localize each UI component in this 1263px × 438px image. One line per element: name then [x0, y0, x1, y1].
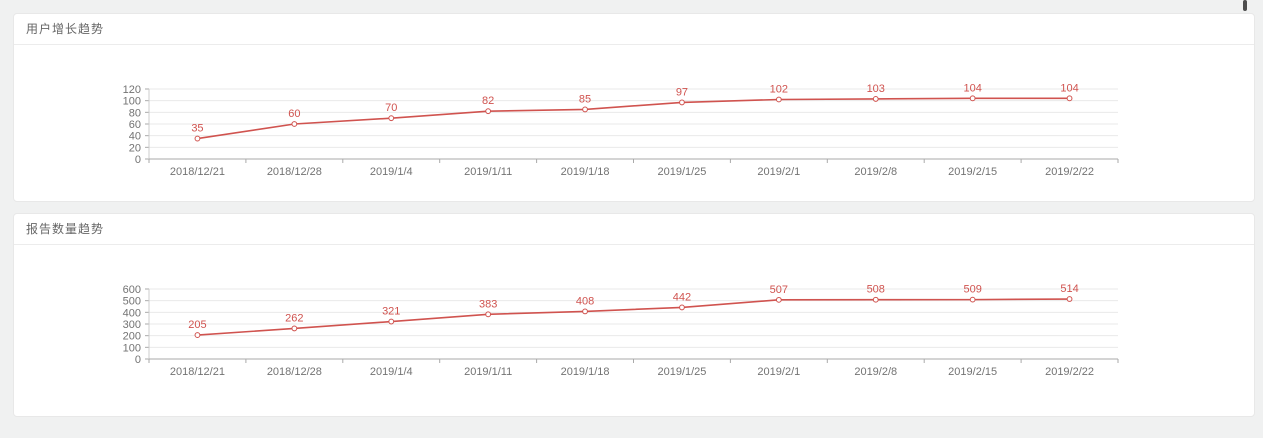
data-point	[291, 325, 298, 332]
data-label: 60	[288, 108, 300, 120]
y-tick-label: 0	[135, 154, 141, 166]
x-tick-label: 2018/12/21	[170, 166, 225, 178]
data-point	[1066, 95, 1073, 102]
data-label: 70	[385, 102, 397, 114]
report-count-card-title: 报告数量趋势	[14, 214, 1254, 245]
data-label: 35	[191, 123, 203, 135]
x-tick-label: 2019/1/11	[464, 366, 512, 378]
data-point	[194, 332, 201, 338]
data-label: 321	[382, 306, 400, 318]
data-label: 383	[479, 298, 497, 310]
data-label: 514	[1060, 283, 1078, 295]
y-tick-label: 80	[129, 107, 141, 119]
y-tick-label: 20	[129, 142, 141, 154]
data-point	[485, 108, 492, 115]
data-label: 102	[770, 84, 788, 96]
data-point	[969, 296, 976, 303]
x-tick-label: 2019/2/22	[1045, 366, 1094, 378]
data-label: 508	[867, 284, 885, 296]
x-tick-label: 2018/12/21	[170, 366, 225, 378]
data-label: 262	[285, 312, 303, 324]
y-tick-label: 100	[123, 96, 141, 108]
x-tick-label: 2019/1/11	[464, 166, 512, 178]
x-tick-label: 2019/1/4	[370, 366, 413, 378]
data-point	[775, 296, 782, 303]
data-point	[485, 311, 492, 318]
y-tick-label: 100	[123, 342, 141, 354]
y-tick-label: 300	[123, 319, 141, 331]
data-point	[582, 106, 588, 113]
scrollbar-thumb[interactable]	[1243, 0, 1247, 11]
x-tick-label: 2019/2/8	[854, 166, 897, 178]
x-tick-label: 2019/1/4	[370, 166, 413, 178]
x-tick-label: 2019/2/8	[854, 366, 897, 378]
data-label: 442	[673, 291, 691, 303]
x-tick-label: 2019/1/18	[561, 366, 610, 378]
data-point	[582, 308, 588, 315]
data-point	[679, 99, 685, 106]
data-label: 104	[963, 82, 981, 94]
data-point	[194, 135, 201, 142]
y-tick-label: 120	[123, 84, 141, 96]
x-tick-label: 2019/2/15	[948, 366, 997, 378]
user-growth-card: 用户增长趋势 0 20 40 60 80 100 120 2018/12/21 2018/12/…	[13, 13, 1255, 202]
data-point	[388, 115, 395, 122]
report-count-chart-area: 0 100 200 300 400 500 600 2018/12/21 2018/12/28 2…	[14, 245, 1254, 401]
y-tick-label: 500	[123, 296, 141, 308]
x-tick-label: 2018/12/28	[267, 166, 322, 178]
data-label: 97	[676, 86, 688, 98]
data-point	[775, 96, 782, 103]
data-point	[291, 121, 298, 127]
x-tick-label: 2019/2/1	[757, 366, 800, 378]
data-label: 82	[482, 95, 494, 107]
data-label: 509	[963, 284, 981, 296]
y-tick-label: 400	[123, 307, 141, 319]
data-label: 103	[867, 83, 885, 95]
x-tick-label: 2019/2/22	[1045, 166, 1094, 178]
y-tick-label: 40	[129, 131, 141, 143]
report-count-card: 报告数量趋势 0 100 200 300 400 500 600 2018/12/21 2018…	[13, 213, 1255, 417]
x-tick-label: 2019/1/25	[657, 166, 706, 178]
data-point	[388, 318, 395, 325]
y-tick-label: 600	[123, 284, 141, 296]
series-line	[197, 97, 1070, 140]
data-label: 408	[576, 295, 594, 307]
x-tick-label: 2019/2/15	[948, 166, 997, 178]
data-label: 205	[188, 319, 206, 331]
y-tick-label: 0	[135, 354, 141, 366]
data-point	[872, 96, 879, 102]
data-label: 85	[579, 93, 591, 105]
x-tick-label: 2019/1/18	[561, 166, 610, 178]
data-point	[679, 304, 685, 311]
data-point	[1066, 296, 1073, 302]
data-label: 104	[1060, 82, 1078, 94]
user-growth-chart-area: 0 20 40 60 80 100 120 2018/12/21 2018/12/28 2019/…	[14, 45, 1254, 201]
x-tick-label: 2018/12/28	[267, 366, 322, 378]
y-tick-label: 200	[123, 331, 141, 343]
series-line	[197, 298, 1070, 336]
x-tick-label: 2019/1/25	[657, 366, 706, 378]
user-growth-card-title: 用户增长趋势	[14, 14, 1254, 45]
data-point	[969, 95, 976, 102]
data-label: 507	[770, 284, 788, 296]
x-tick-label: 2019/2/1	[757, 166, 800, 178]
y-tick-label: 60	[129, 119, 141, 131]
data-point	[872, 296, 879, 303]
